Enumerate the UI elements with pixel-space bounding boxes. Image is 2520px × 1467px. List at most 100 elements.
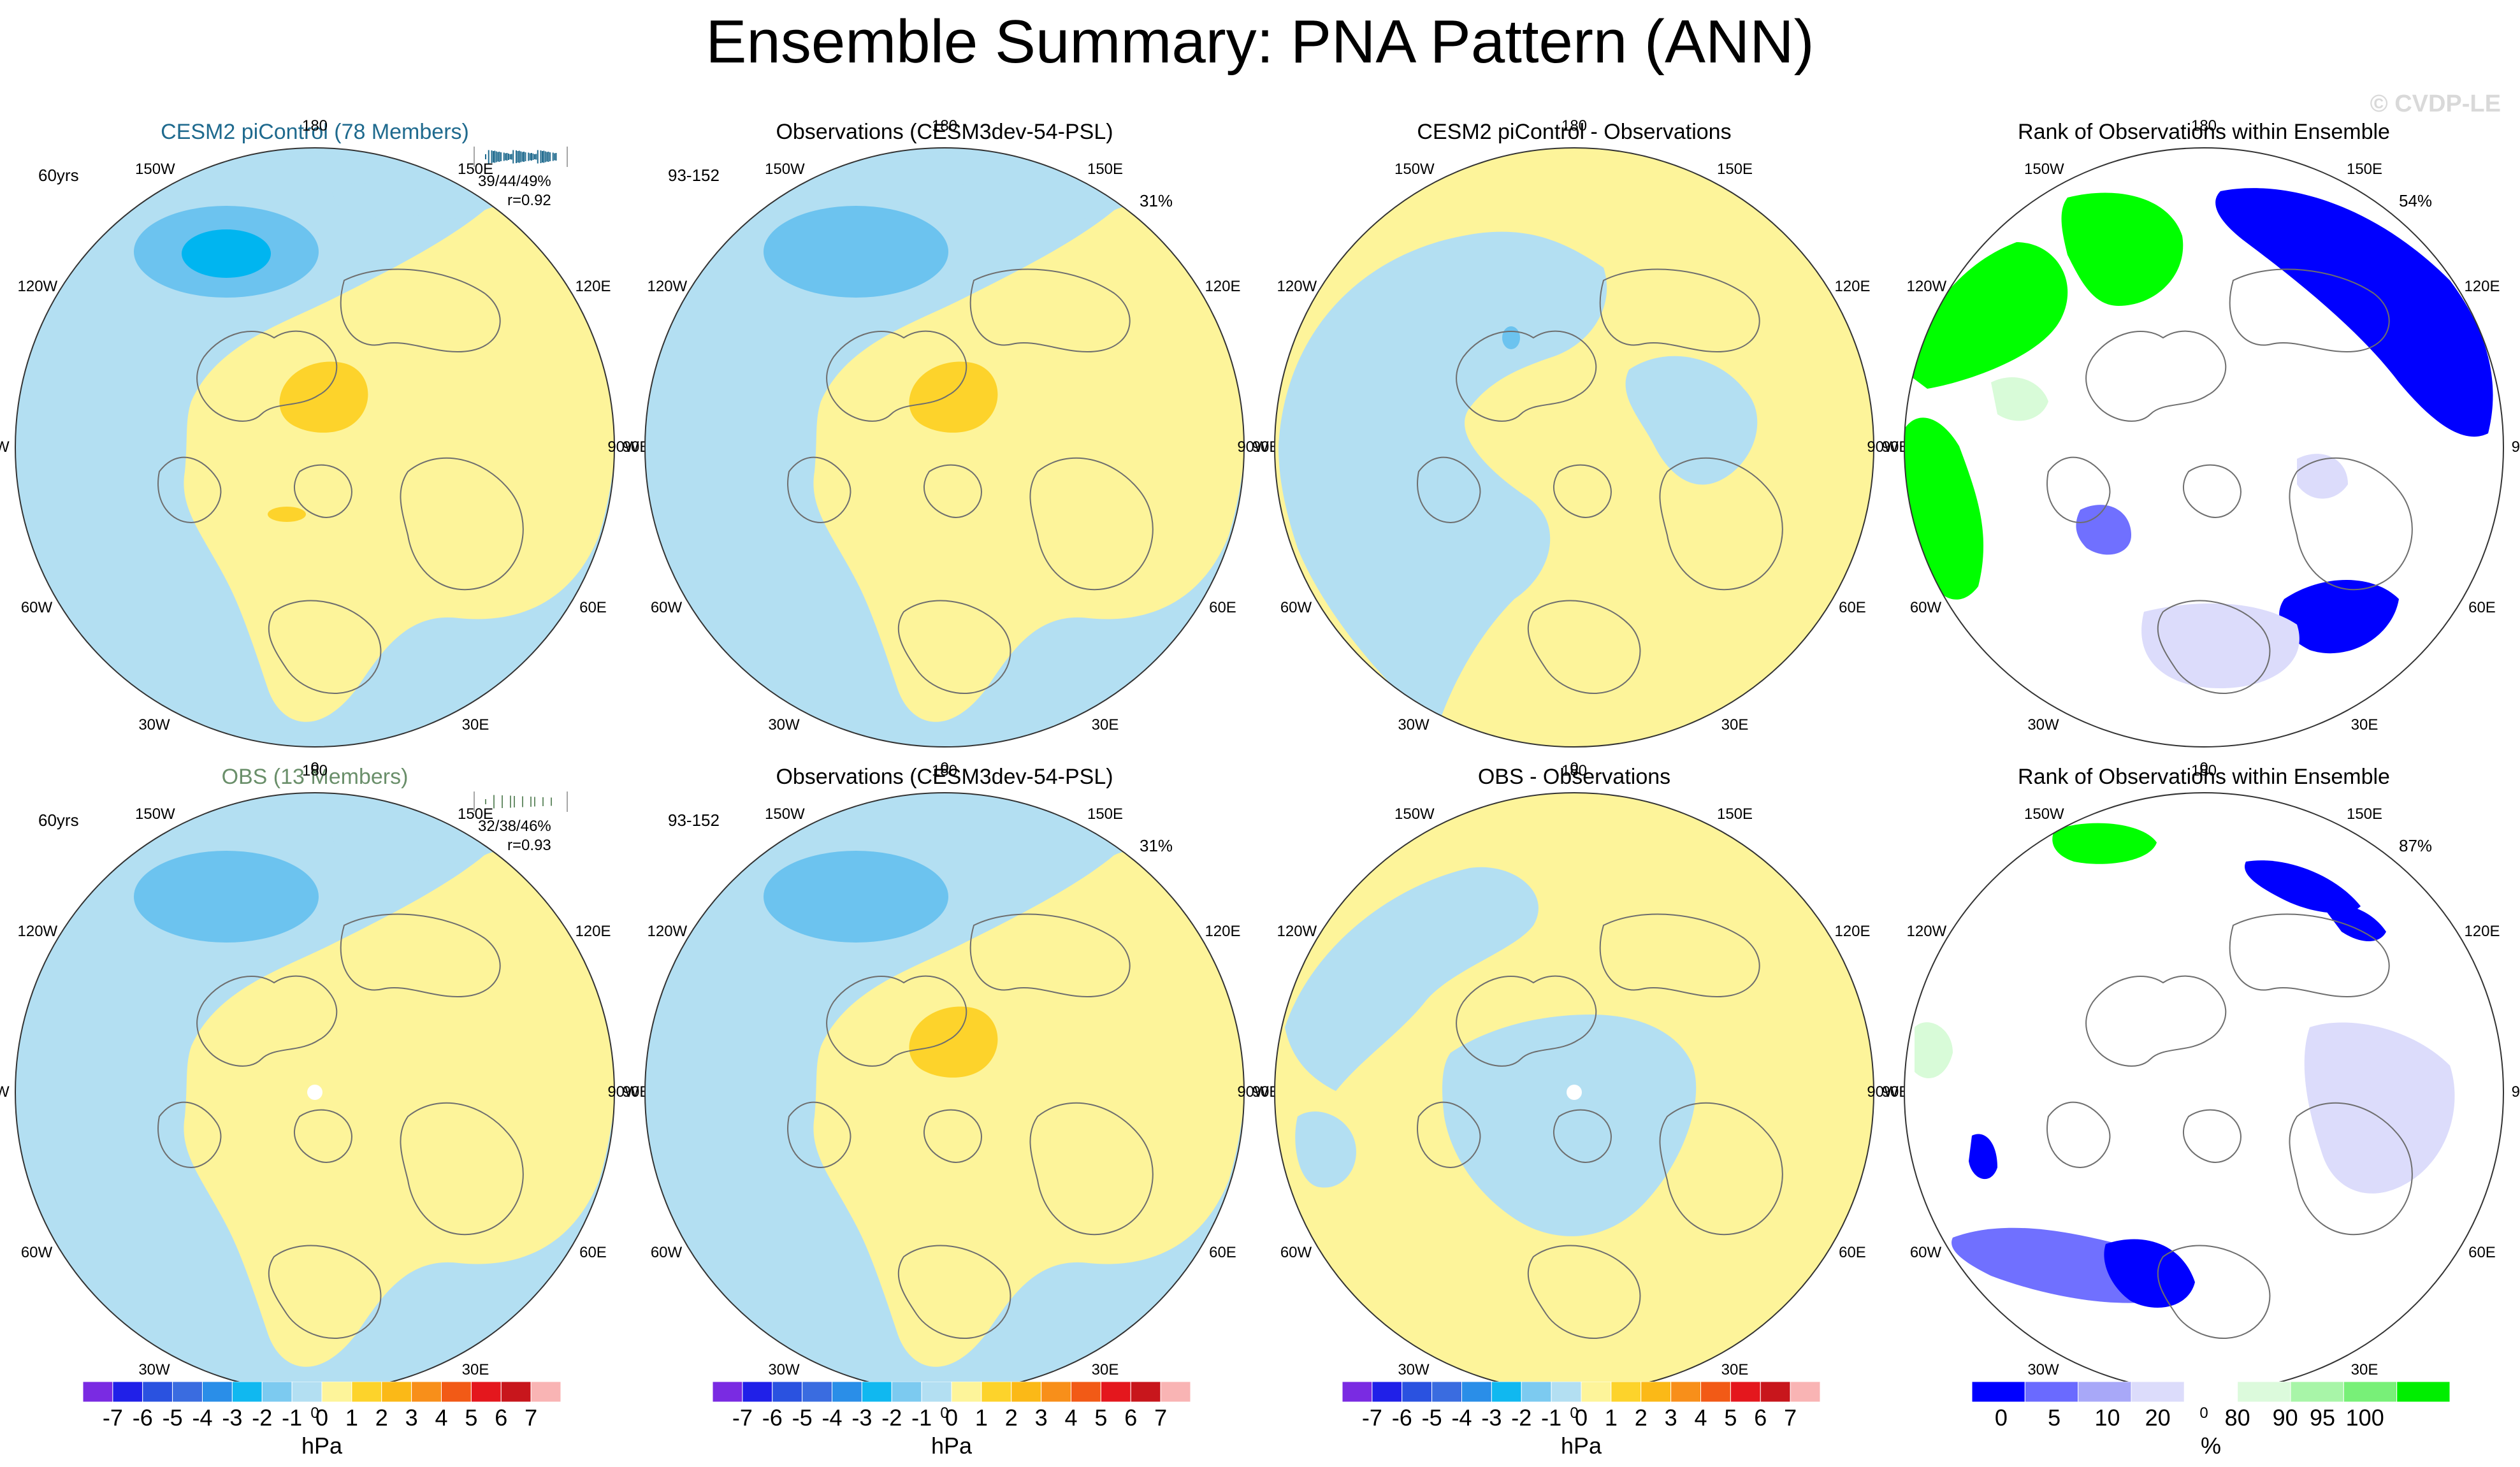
panel-title: OBS (13 Members) [221, 765, 409, 789]
longitude-label: 60E [579, 1244, 607, 1261]
colorbar-tick-label: 5 [2048, 1405, 2061, 1431]
colorbar-tick-label: 3 [1034, 1405, 1048, 1431]
longitude-label: 30W [2027, 1361, 2059, 1379]
colorbar-tick-label: 3 [1664, 1405, 1677, 1431]
coastline [1456, 975, 1597, 1067]
colorbar-swatch [321, 1382, 352, 1403]
longitude-label: 30E [1721, 1361, 1749, 1379]
longitude-label: 30W [138, 716, 170, 734]
colorbar: 0 5 10 20 80 90 95 100% [1972, 1382, 2450, 1467]
panel-title: Rank of Observations within Ensemble [2018, 765, 2390, 789]
colorbar-swatch [2343, 1382, 2398, 1403]
coastline [923, 1109, 982, 1163]
coastline [1553, 464, 1612, 518]
longitude-label: 120E [575, 278, 611, 295]
longitude-label: 120W [1906, 923, 1947, 940]
longitude-label: 60E [1209, 1244, 1236, 1261]
colorbar-tick-label: 7 [525, 1405, 538, 1431]
colorbar-swatch [291, 1382, 322, 1403]
longitude-label: 90W [607, 1083, 639, 1101]
panel-title: CESM2 piControl - Observations [1417, 120, 1732, 144]
longitude-label: 30W [2027, 716, 2059, 734]
longitude-label: 180 [301, 762, 328, 779]
colorbar-tick-label: -6 [762, 1405, 783, 1431]
colorbar-swatch [1670, 1382, 1701, 1403]
coastline [1659, 457, 1783, 591]
coastline [400, 457, 524, 591]
colorbar-tick-label: 4 [1064, 1405, 1078, 1431]
coastline [787, 1101, 851, 1169]
longitude-label: 90W [0, 438, 10, 456]
colorbar-swatch [1491, 1382, 1522, 1403]
longitude-label: 90W [1237, 438, 1269, 456]
colorbar-tick-label: 4 [435, 1405, 448, 1431]
colorbar-unit: hPa [931, 1433, 973, 1459]
colorbar-swatch [802, 1382, 832, 1403]
longitude-label: 120W [1277, 278, 1317, 295]
map-panel: Rank of Observations within Ensemble 180 1… [1867, 115, 2520, 777]
colorbar-swatch [1401, 1382, 1433, 1403]
colorbar-swatch [202, 1382, 233, 1403]
coastline [1553, 1109, 1612, 1163]
colorbar-swatch [921, 1382, 952, 1403]
colorbar-swatch [1972, 1382, 2025, 1403]
colorbar-tick-label: -6 [1391, 1405, 1412, 1431]
colorbar-tick-label: -5 [1421, 1405, 1442, 1431]
longitude-label: 120W [17, 923, 58, 940]
coastline [1029, 1102, 1154, 1236]
longitude-label: 60W [1280, 1244, 1312, 1261]
coastline [268, 1245, 382, 1339]
percent-label: 31% [1140, 191, 1173, 210]
coastline [2157, 600, 2271, 694]
map-panel: OBS (13 Members)180 150W 120W 90W 60W 30W 0 30E… [0, 760, 649, 1422]
colorbar-swatch [1342, 1382, 1373, 1403]
colorbar-swatch [411, 1382, 442, 1403]
coastline [340, 268, 501, 353]
longitude-label: 30E [461, 1361, 489, 1379]
colorbar-swatch [231, 1382, 263, 1403]
coastline [268, 600, 382, 694]
longitude-label: 120E [1205, 278, 1241, 295]
longitude-label: 180 [2191, 117, 2217, 134]
coastline [293, 1109, 352, 1163]
longitude-label: 0 [940, 760, 949, 777]
years-label: 93-152 [668, 811, 720, 830]
colorbar-tick-label: 6 [1754, 1405, 1767, 1431]
colorbar-tick-label: -5 [162, 1405, 183, 1431]
colorbar-tick-label: 7 [1154, 1405, 1168, 1431]
longitude-label: 60W [1909, 1244, 1942, 1261]
pattern-stats: 32/38/46% r=0.93 [478, 817, 551, 855]
longitude-label: 0 [940, 1405, 949, 1422]
colorbar-tick-label: 7 [1784, 1405, 1797, 1431]
colorbar-tick-label: -3 [1481, 1405, 1502, 1431]
longitude-label: 150W [1394, 805, 1435, 823]
longitude-label: 60W [20, 599, 53, 616]
longitude-label: 150W [1394, 160, 1435, 178]
colorbar-tick-label: 6 [1124, 1405, 1138, 1431]
longitude-label: 150E [1087, 805, 1124, 823]
colorbar-swatch [470, 1382, 502, 1403]
coastline [1417, 1101, 1481, 1169]
positive-anomaly-region [813, 851, 1244, 1367]
years-label: 60yrs [38, 166, 79, 185]
colorbar-tick-label: -1 [282, 1405, 303, 1431]
longitude-label: 150W [135, 160, 175, 178]
colorbar-tick-label: -2 [1511, 1405, 1532, 1431]
panel-title: Observations (CESM3dev-54-PSL) [776, 120, 1113, 144]
colorbar-swatch [2237, 1382, 2291, 1403]
colorbar-swatch [142, 1382, 173, 1403]
map-boundary [15, 147, 615, 748]
polar-map [644, 792, 1245, 1392]
rank-high-region [1904, 242, 2068, 389]
polar-map [644, 147, 1245, 748]
colorbar-swatch [381, 1382, 412, 1403]
map-boundary [1904, 147, 2504, 748]
longitude-label: 30W [1398, 716, 1430, 734]
map-panel: CESM2 piControl (78 Members)180150W120W9… [0, 115, 649, 777]
colorbar-swatch [530, 1382, 561, 1403]
longitude-label: 180 [1561, 117, 1588, 134]
pole-missing-data [307, 1085, 322, 1100]
colorbar-tick-label: -3 [851, 1405, 873, 1431]
colorbar-swatch [2131, 1382, 2185, 1403]
map-panel: CESM2 piControl - Observations 180 150W 120… [1237, 115, 1909, 777]
